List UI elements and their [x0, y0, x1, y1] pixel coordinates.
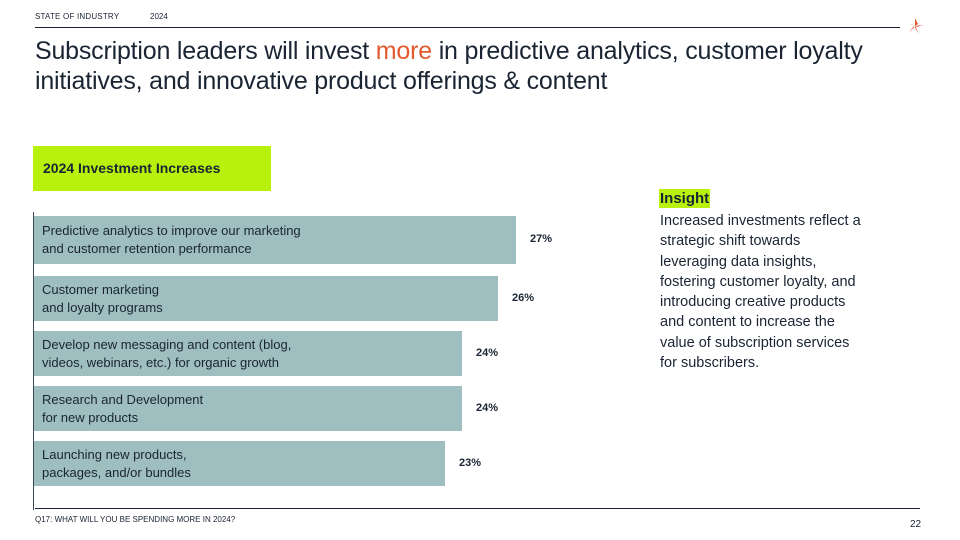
header-divider — [35, 27, 900, 28]
insight-heading: Insight — [659, 189, 711, 208]
bar-5: Launching new products, packages, and/or … — [34, 441, 445, 486]
bar-label-line: Customer marketing — [42, 282, 160, 297]
year-label: 2024 — [150, 12, 168, 21]
bar-label-4: Research and Development for new products — [42, 391, 203, 427]
value-label-3: 24% — [476, 346, 499, 359]
value-label-4: 24% — [476, 401, 499, 414]
bar-label-line: and loyalty programs — [42, 300, 163, 315]
value-label-2: 26% — [512, 291, 535, 304]
title-accent-word: more — [375, 37, 432, 65]
bar-label-line: Predictive analytics to improve our mark… — [42, 223, 301, 238]
insight-text: Increased investments reflect a strategi… — [660, 213, 861, 372]
chart-axis-line — [33, 212, 34, 510]
title-text-before: Subscription leaders will invest — [35, 37, 376, 65]
page-title: Subscription leaders will invest more in… — [35, 36, 915, 96]
bar-label-line: packages, and/or bundles — [42, 465, 191, 480]
bar-label-3: Develop new messaging and content (blog,… — [42, 336, 291, 372]
section-label: STATE OF INDUSTRY — [35, 12, 120, 21]
bar-label-line: Launching new products, — [42, 447, 187, 462]
bar-label-5: Launching new products, packages, and/or … — [42, 446, 191, 482]
chart-title-tag: 2024 Investment Increases — [33, 146, 271, 191]
title-text-after: in predictive analytics, customer loyalt… — [35, 37, 863, 95]
bar-label-2: Customer marketing and loyalty programs — [42, 281, 163, 317]
value-label-1: 27% — [530, 233, 553, 245]
bar-label-line: videos, webinars, etc.) for organic grow… — [42, 355, 279, 370]
bar-label-line: and customer retention performance — [42, 241, 252, 256]
bar-4: Research and Development for new products — [34, 386, 462, 431]
page-number: 22 — [910, 519, 922, 530]
survey-question: Q17: WHAT WILL YOU BE SPENDING MORE IN 2… — [35, 515, 236, 524]
asterisk-logo-icon — [907, 18, 923, 34]
chart-title: 2024 Investment Increases — [43, 160, 221, 176]
footer-divider — [35, 508, 920, 509]
bar-1: Predictive analytics to improve our mark… — [34, 216, 516, 264]
bar-3: Develop new messaging and content (blog,… — [34, 331, 462, 376]
bar-label-line: Research and Development — [42, 392, 204, 407]
value-label-5: 23% — [459, 456, 482, 469]
bar-label-line: for new products — [42, 410, 139, 425]
bar-label-1: Predictive analytics to improve our mark… — [42, 222, 301, 258]
bar-2: Customer marketing and loyalty programs — [34, 276, 498, 321]
bar-label-line: Develop new messaging and content (blog, — [42, 337, 292, 352]
